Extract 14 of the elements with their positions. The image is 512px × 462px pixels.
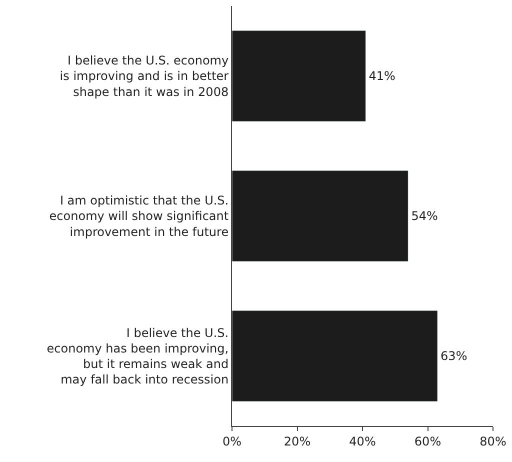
data-label: 54% — [411, 209, 438, 223]
x-tick-label: 0% — [222, 434, 242, 448]
x-tick-label: 60% — [414, 434, 442, 448]
data-label: 63% — [440, 349, 468, 363]
bar — [232, 30, 366, 122]
x-tick-label: 80% — [480, 434, 506, 448]
x-tick-label: 20% — [284, 434, 311, 448]
y-tick-label: I believe the U.S. economy has been improving, but it remains weak and may fall back into recession — [46, 326, 229, 387]
bar — [232, 170, 408, 262]
bar — [232, 310, 438, 402]
x-tick-label: 40% — [349, 434, 376, 448]
y-tick-label: I am optimistic that the U.S. economy will show significant improvement in the future — [49, 194, 229, 239]
y-tick-label: I believe the U.S. economy is improving and is in better shape than it was in 2008 — [60, 54, 229, 99]
data-label: 41% — [368, 69, 396, 83]
